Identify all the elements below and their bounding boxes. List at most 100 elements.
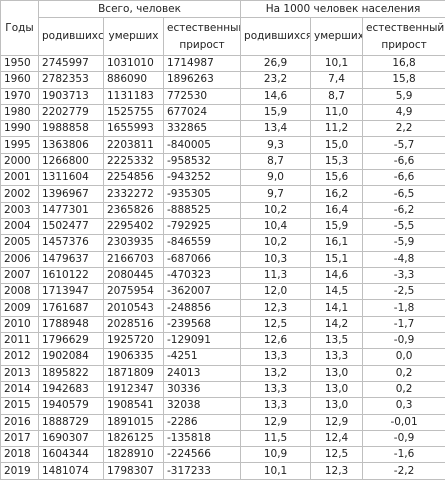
value-cell: 10,1: [240, 462, 312, 480]
value-cell: -5,5: [362, 217, 445, 236]
table-row: 2000 1266800 2225332 -958532 8,7 15,3 -6,6: [0, 152, 445, 171]
year-cell: 2000: [0, 152, 39, 171]
value-cell: -362007: [162, 283, 242, 301]
value-cell: 2782353: [38, 71, 104, 89]
value-cell: 15,1: [310, 250, 364, 268]
value-cell: -239568: [162, 315, 242, 334]
value-cell: -2,5: [362, 283, 445, 301]
value-cell: 11,3: [240, 266, 312, 285]
value-cell: 10,1: [310, 54, 364, 73]
table-row: 2013 1895822 1871809 24013 13,2 13,0 0,2: [0, 364, 445, 382]
value-cell: 13,3: [240, 397, 312, 415]
value-cell: 1871809: [103, 364, 164, 382]
value-cell: 1796629: [38, 332, 104, 350]
value-cell: 2303935: [103, 234, 164, 252]
value-cell: 16,1: [310, 234, 364, 252]
year-cell: 1950: [0, 54, 39, 73]
value-cell: -224566: [162, 446, 242, 464]
value-cell: 2,2: [362, 120, 445, 138]
value-cell: 14,5: [310, 283, 364, 301]
value-cell: -1,8: [362, 299, 445, 317]
value-cell: 15,9: [310, 217, 364, 236]
value-cell: 0,2: [362, 380, 445, 399]
value-cell: -5,9: [362, 234, 445, 252]
value-cell: 2203811: [103, 136, 164, 154]
value-cell: 13,3: [240, 380, 312, 399]
table-header: Годы Всего, человек На 1000 человек насе…: [0, 0, 445, 56]
value-cell: 1912347: [103, 380, 164, 399]
value-cell: 9,7: [240, 185, 312, 203]
year-cell: 2017: [0, 429, 39, 448]
year-cell: 1995: [0, 136, 39, 154]
table-row: 2008 1713947 2075954 -362007 12,0 14,5 -2,5: [0, 283, 445, 301]
value-cell: 15,8: [362, 71, 445, 89]
value-cell: -6,6: [362, 169, 445, 187]
value-cell: 13,2: [240, 364, 312, 382]
value-cell: 1903713: [38, 87, 104, 105]
value-cell: 2332272: [103, 185, 164, 203]
value-cell: -3,3: [362, 266, 445, 285]
value-cell: 16,8: [362, 54, 445, 73]
year-cell: 2014: [0, 380, 39, 399]
value-cell: 1131183: [103, 87, 164, 105]
year-cell: 2005: [0, 234, 39, 252]
value-cell: 1908541: [103, 397, 164, 415]
table-row: 2017 1690307 1826125 -135818 11,5 12,4 -0,9: [0, 429, 445, 448]
value-cell: 12,5: [310, 446, 364, 464]
value-cell: 11,2: [310, 120, 364, 138]
value-cell: 15,3: [310, 152, 364, 171]
value-cell: 9,3: [240, 136, 312, 154]
value-cell: -888525: [162, 201, 242, 219]
year-cell: 2015: [0, 397, 39, 415]
table-row: 2015 1940579 1908541 32038 13,3 13,0 0,3: [0, 397, 445, 415]
year-cell: 2018: [0, 446, 39, 464]
table-row: 2004 1502477 2295402 -792925 10,4 15,9 -5,5: [0, 217, 445, 236]
value-cell: 1479637: [38, 250, 104, 268]
value-cell: 12,9: [310, 413, 364, 431]
value-cell: 15,6: [310, 169, 364, 187]
table-row: 2005 1457376 2303935 -846559 10,2 16,1 -5,9: [0, 234, 445, 252]
table-row: 2007 1610122 2080445 -470323 11,3 14,6 -3,3: [0, 266, 445, 285]
value-cell: 1713947: [38, 283, 104, 301]
value-cell: 5,9: [362, 87, 445, 105]
value-cell: 1604344: [38, 446, 104, 464]
value-cell: -4,8: [362, 250, 445, 268]
year-cell: 2003: [0, 201, 39, 219]
value-cell: 1761687: [38, 299, 104, 317]
value-cell: 32038: [162, 397, 242, 415]
value-cell: -792925: [162, 217, 242, 236]
table-row: 1990 1988858 1655993 332865 13,4 11,2 2,2: [0, 120, 445, 138]
value-cell: 16,4: [310, 201, 364, 219]
value-cell: 1891015: [103, 413, 164, 431]
value-cell: 886090: [103, 71, 164, 89]
value-cell: 1266800: [38, 152, 104, 171]
year-cell: 2009: [0, 299, 39, 317]
value-cell: 1902084: [38, 348, 104, 366]
value-cell: 1396967: [38, 185, 104, 203]
value-cell: 13,3: [240, 348, 312, 366]
value-cell: 15,0: [310, 136, 364, 154]
value-cell: -840005: [162, 136, 242, 154]
value-cell: 1031010: [103, 54, 164, 73]
table-row: 1995 1363806 2203811 -840005 9,3 15,0 -5,7: [0, 136, 445, 154]
value-cell: 12,5: [240, 315, 312, 334]
year-cell: 2012: [0, 348, 39, 366]
value-cell: -317233: [162, 462, 242, 480]
year-cell: 2010: [0, 315, 39, 334]
value-cell: 1896263: [162, 71, 242, 89]
column-header: естественный прирост: [362, 17, 445, 56]
table-row: 2019 1481074 1798307 -317233 10,1 12,3 -2,2: [0, 462, 445, 480]
value-cell: 1906335: [103, 348, 164, 366]
value-cell: 10,2: [240, 201, 312, 219]
value-cell: 10,4: [240, 217, 312, 236]
value-cell: -958532: [162, 152, 242, 171]
value-cell: -935305: [162, 185, 242, 203]
value-cell: 1828910: [103, 446, 164, 464]
value-cell: 2166703: [103, 250, 164, 268]
value-cell: 1481074: [38, 462, 104, 480]
value-cell: 677024: [162, 103, 242, 122]
value-cell: 12,6: [240, 332, 312, 350]
value-cell: 1714987: [162, 54, 242, 73]
value-cell: 1690307: [38, 429, 104, 448]
